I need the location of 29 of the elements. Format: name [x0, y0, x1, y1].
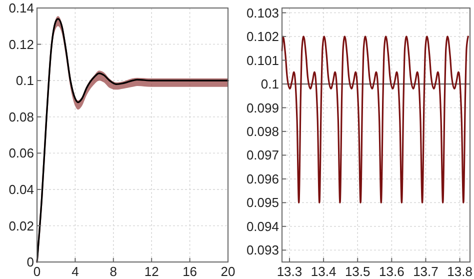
x-tick-label: 20	[220, 264, 236, 279]
x-tick-label: 13.5	[344, 264, 370, 279]
y-tick-label: 0.099	[246, 100, 279, 116]
y-tick-label: 0.12	[8, 36, 34, 52]
x-tick-label: 13.6	[379, 264, 404, 279]
y-tick-label: 0.094	[246, 218, 279, 234]
y-tick-label: 0.103	[246, 5, 279, 20]
y-tick-label: 0.1	[16, 73, 34, 88]
y-tick-label: 0.08	[8, 109, 34, 124]
x-tick-label: 13.3	[276, 264, 302, 279]
y-tick-label: 0.102	[246, 29, 279, 44]
y-tick-label: 0.04	[8, 182, 34, 197]
x-tick-label: 13.7	[413, 264, 438, 279]
x-tick-label: 4	[72, 264, 79, 279]
y-tick-label: 0.093	[246, 242, 279, 258]
x-tick-label: 13.4	[310, 264, 336, 279]
y-tick-label: 0.101	[246, 52, 279, 68]
x-tick-label: 16	[182, 264, 198, 279]
y-tick-label: 0.096	[246, 171, 279, 186]
x-tick-label: 8	[110, 264, 118, 279]
y-tick-label: 0.06	[8, 146, 34, 161]
y-tick-label: 0.14	[8, 0, 34, 16]
y-tick-label: 0.095	[246, 195, 279, 210]
y-tick-label: 0.1	[260, 76, 279, 92]
y-tick-label: 0.098	[246, 124, 279, 139]
y-tick-label: 0.02	[8, 218, 34, 234]
x-tick-label: 13.8	[447, 264, 472, 279]
y-tick-label: 0.097	[246, 148, 279, 163]
x-tick-label: 12	[144, 264, 159, 279]
